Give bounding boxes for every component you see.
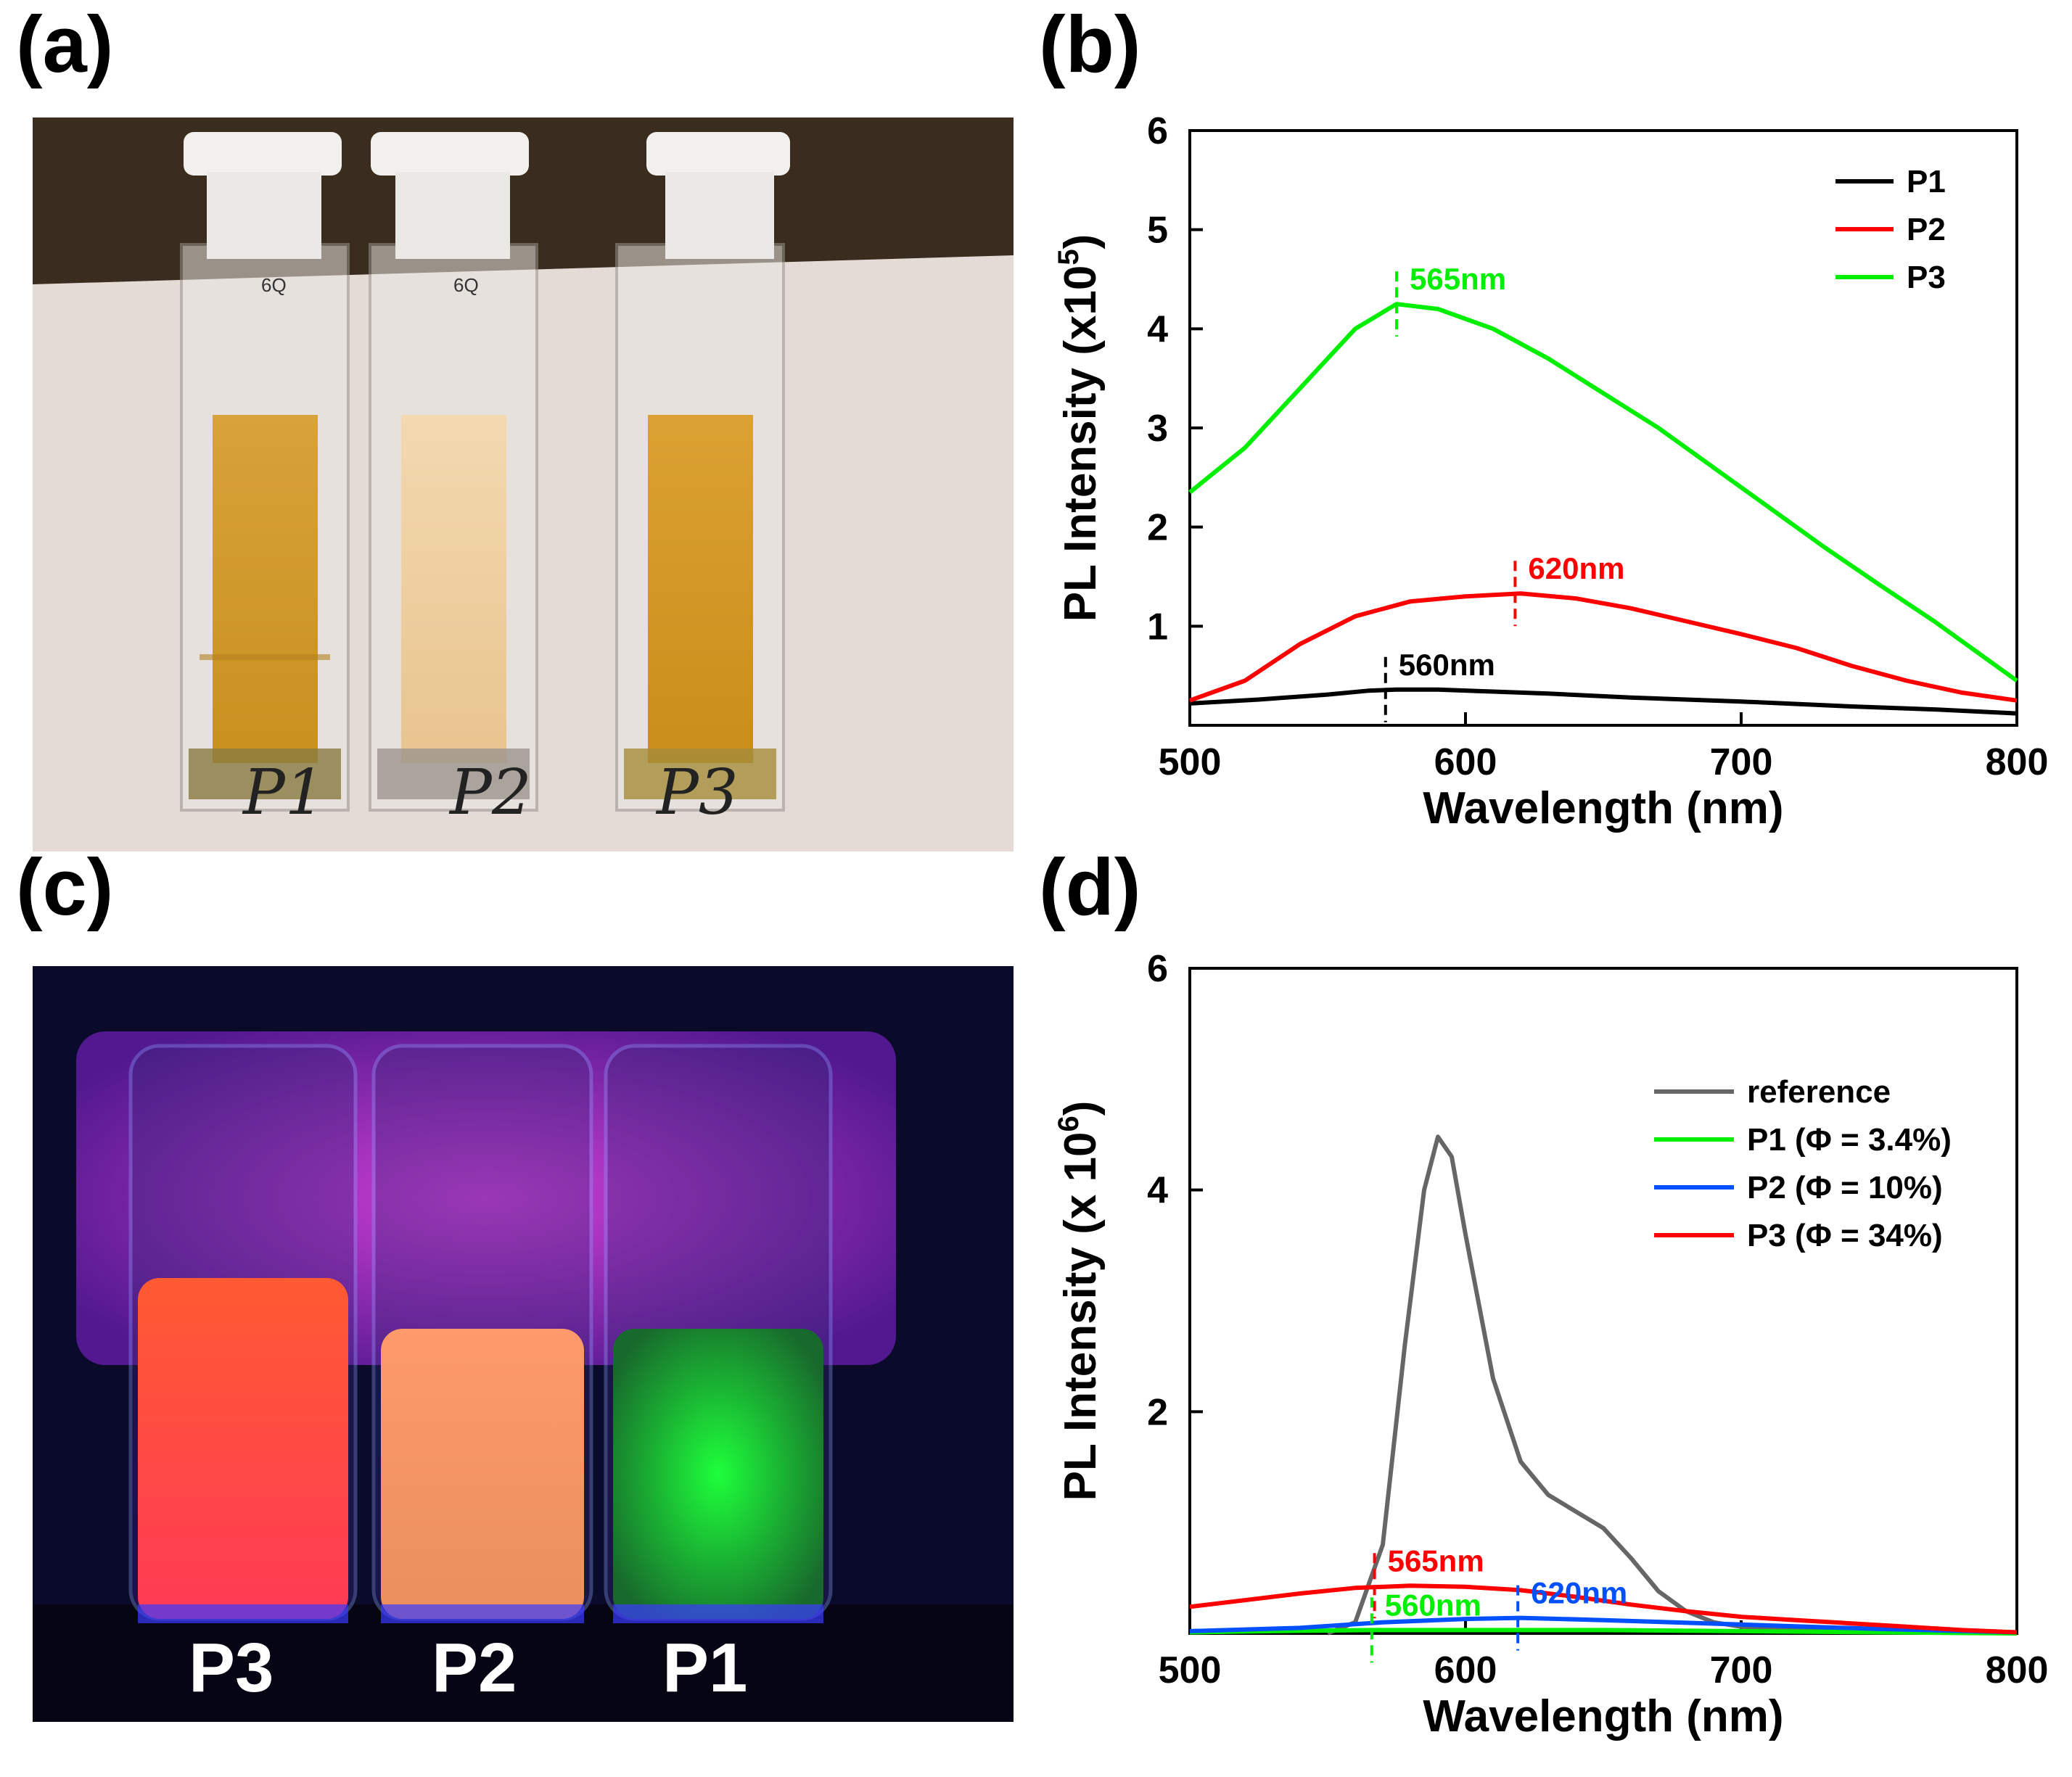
- peak-label: 565nm: [1410, 262, 1506, 296]
- panel-label-d: (d): [1039, 843, 1141, 932]
- legend-label-P1: P1 (Φ = 3.4%): [1747, 1122, 1952, 1158]
- vial-label-p3: P3: [189, 1629, 274, 1707]
- y-axis-title: PL Intensity (x105): [1053, 234, 1106, 622]
- peak-label: 620nm: [1528, 551, 1624, 585]
- x-tick-label: 500: [1159, 741, 1222, 783]
- x-tick-label: 500: [1159, 1649, 1222, 1691]
- panel-label-b: (b): [1039, 0, 1141, 89]
- x-tick-label: 800: [1986, 741, 2049, 783]
- y-tick-label: 3: [1147, 408, 1168, 450]
- plot-frame: [1188, 129, 2018, 727]
- x-tick-label: 600: [1434, 1649, 1497, 1691]
- cuvette-photo: 6Q 6Q P1 P2 P3: [33, 117, 1014, 852]
- series-line-P3: [1188, 302, 2018, 683]
- legend-label-P2: P2 (Φ = 10%): [1747, 1170, 1943, 1205]
- series-line-reference: [1326, 1134, 2018, 1636]
- x-axis-title: Wavelength (nm): [1423, 1691, 1783, 1741]
- x-tick-label: 800: [1986, 1649, 2049, 1691]
- x-tick-label: 600: [1434, 741, 1497, 783]
- cuvette-marking-2: 6Q: [453, 274, 479, 296]
- legend-label-P1: P1: [1907, 164, 1946, 199]
- y-tick-label: 6: [1147, 110, 1168, 152]
- x-tick-label: 700: [1710, 1649, 1773, 1691]
- y-tick-label: 2: [1147, 1391, 1168, 1433]
- caption-p2: P2: [448, 756, 532, 829]
- cuvette-marking-1: 6Q: [261, 274, 287, 296]
- legend-label-reference: reference: [1747, 1074, 1891, 1110]
- peak-label: 565nm: [1388, 1543, 1484, 1578]
- peak-label: 560nm: [1385, 1588, 1481, 1622]
- y-tick-label: 4: [1147, 308, 1168, 350]
- peak-label: 620nm: [1531, 1576, 1627, 1610]
- vial-photo: P3 P2 P1: [33, 966, 1014, 1722]
- cuvette-p2: 6Q: [369, 132, 538, 812]
- caption-p1: P1: [242, 756, 325, 829]
- vial-label-p2: P2: [432, 1629, 517, 1707]
- y-tick-label: 6: [1147, 948, 1168, 990]
- series-line-P2: [1189, 1615, 2018, 1635]
- series-line-P1: [1189, 687, 2018, 716]
- series-line-P3: [1189, 1583, 2018, 1635]
- legend-label-P3: P3: [1907, 260, 1946, 295]
- vial-p3: [128, 1044, 358, 1623]
- panel-label-c: (c): [16, 843, 114, 932]
- vial-p2: [371, 1044, 593, 1623]
- cuvette-p3: [615, 132, 790, 812]
- series-line-P1: [1189, 1628, 2018, 1636]
- legend-label-P3: P3 (Φ = 34%): [1747, 1218, 1943, 1253]
- caption-p3: P3: [655, 756, 739, 829]
- y-tick-label: 1: [1147, 606, 1168, 648]
- x-axis-title: Wavelength (nm): [1423, 783, 1783, 833]
- legend-label-P2: P2: [1907, 212, 1946, 247]
- peak-label: 560nm: [1399, 648, 1495, 682]
- y-axis-title: PL Intensity (x 106): [1053, 1101, 1106, 1501]
- series-line-P2: [1188, 591, 2018, 703]
- y-tick-label: 2: [1147, 507, 1168, 549]
- y-tick-label: 5: [1147, 210, 1168, 252]
- y-tick-label: 4: [1147, 1170, 1168, 1212]
- plot-frame: [1188, 967, 2018, 1635]
- vial-label-p1: P1: [662, 1629, 747, 1707]
- vial-p1: [604, 1044, 833, 1623]
- x-tick-label: 700: [1710, 741, 1773, 783]
- panel-label-a: (a): [16, 0, 114, 89]
- cuvette-p1: 6Q: [180, 132, 350, 812]
